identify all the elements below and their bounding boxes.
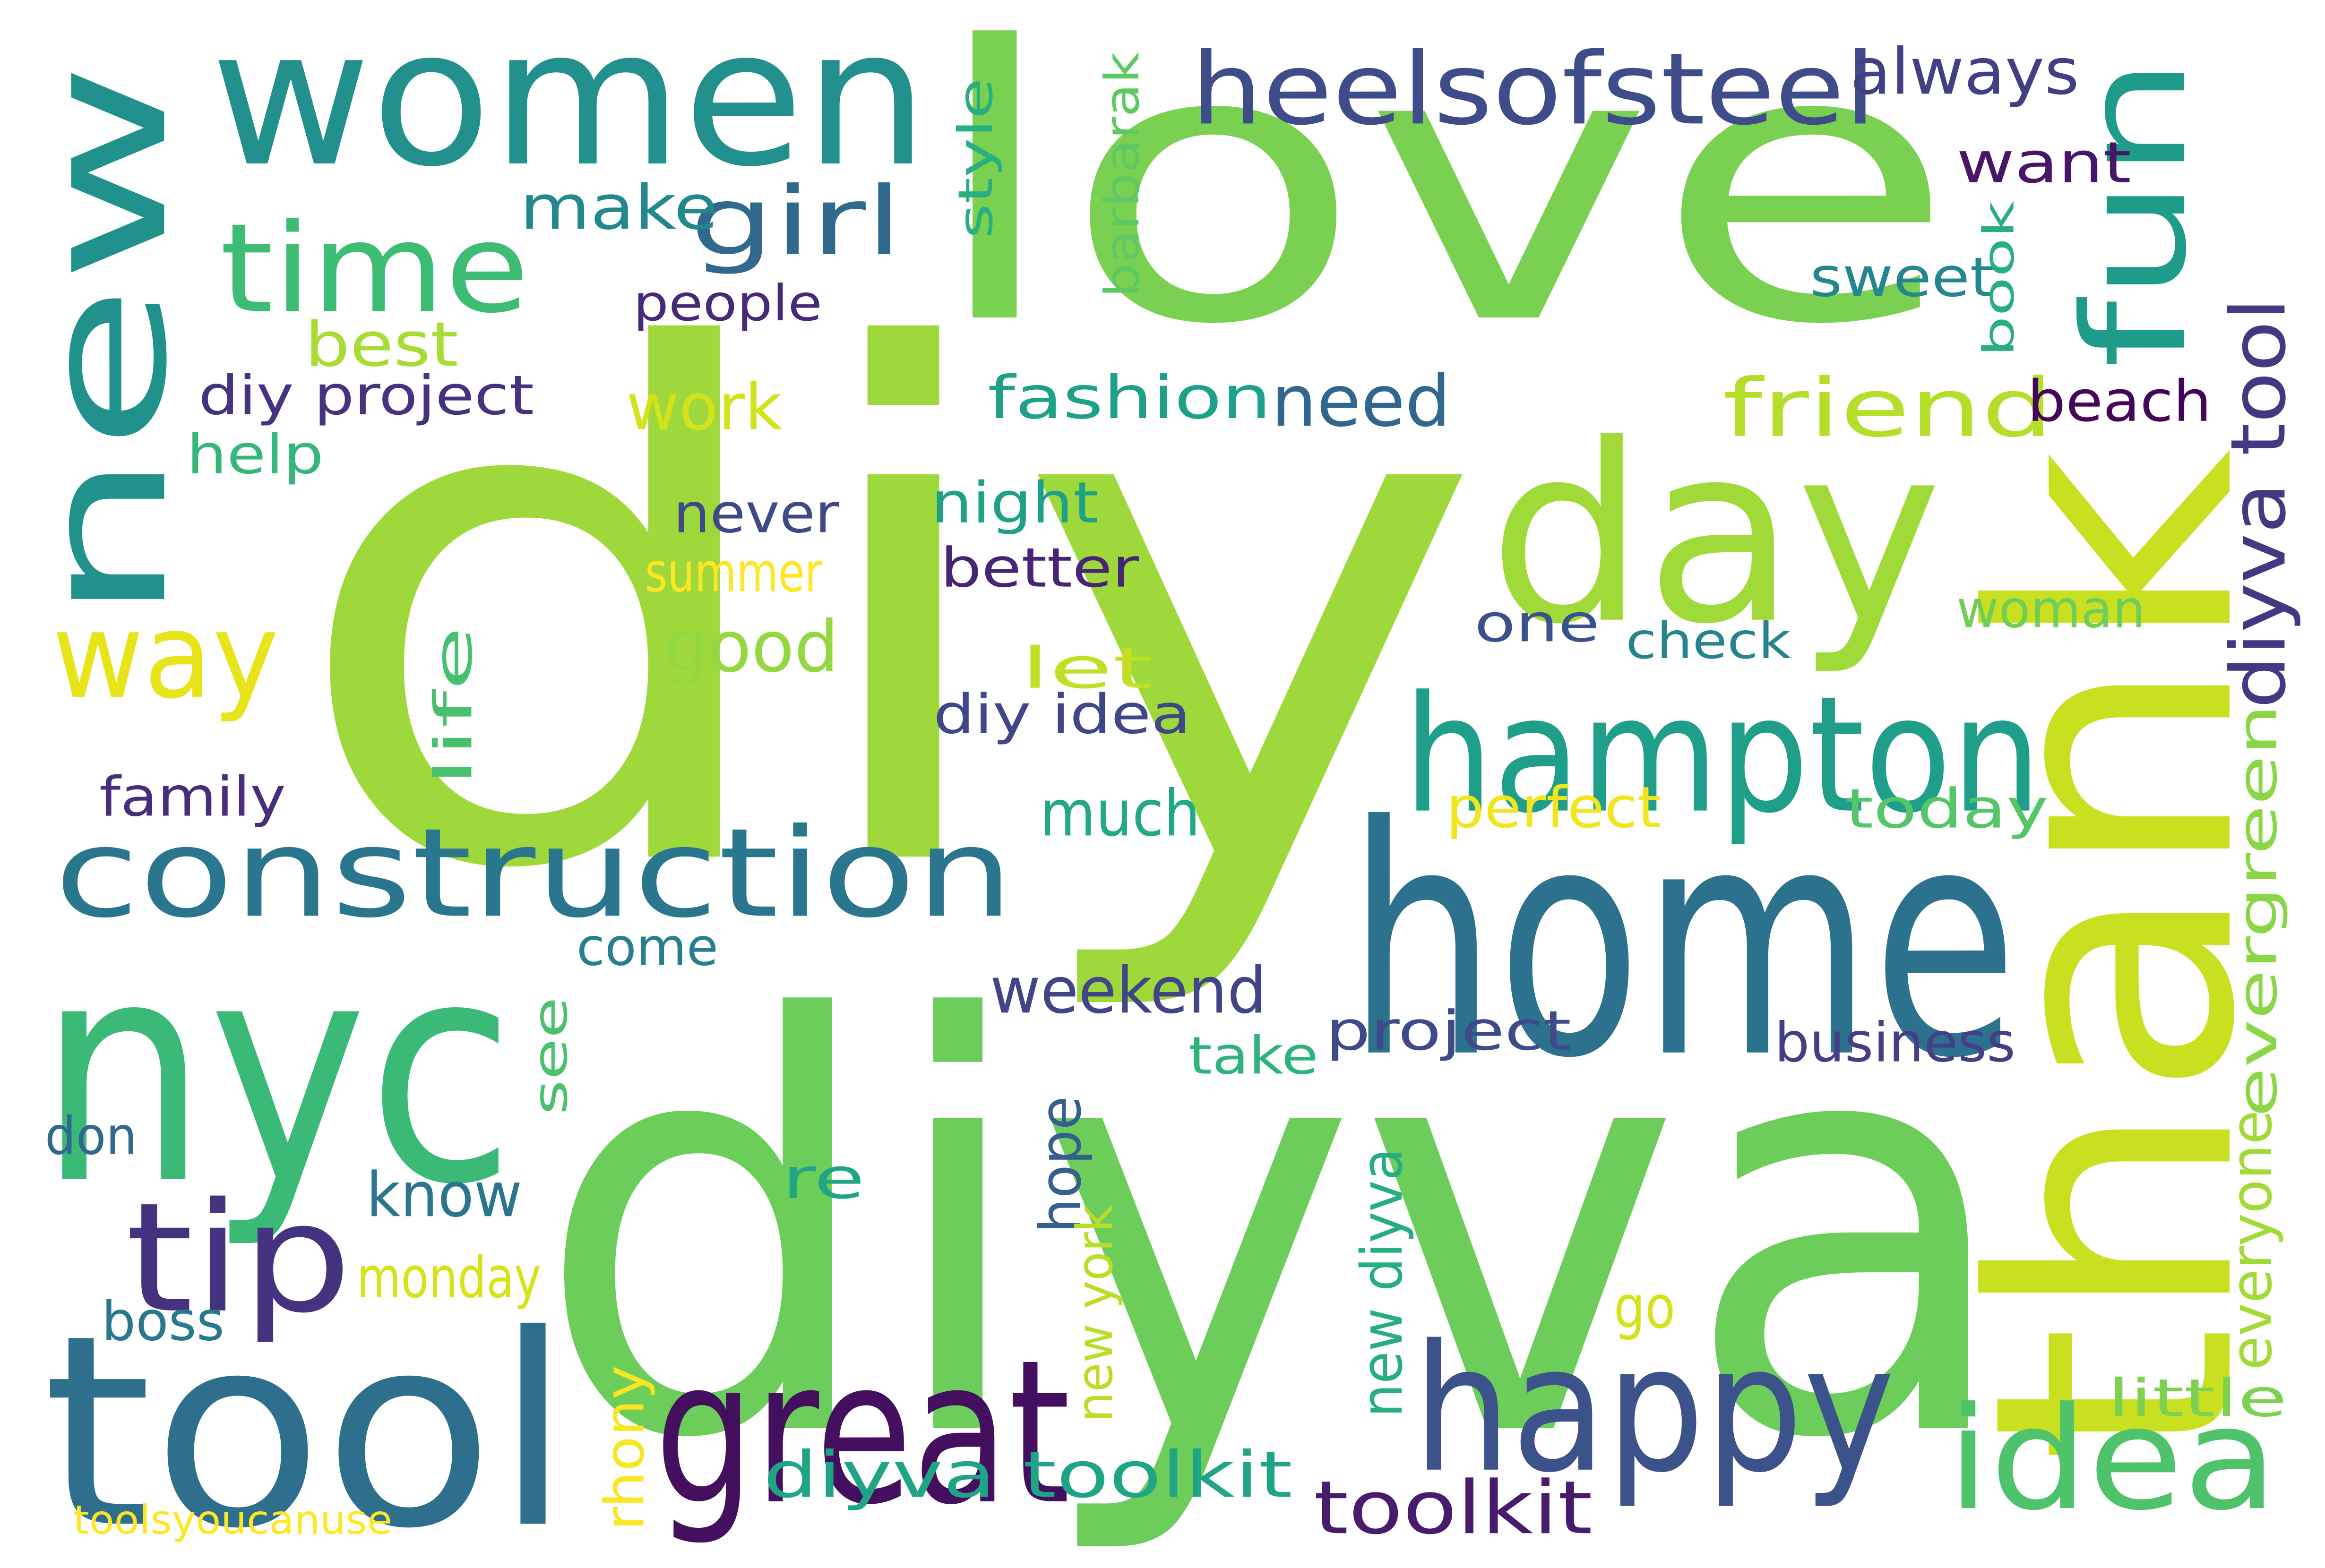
word-barbarak: barbarak	[1094, 51, 1150, 298]
word-idea: idea	[1947, 1376, 2278, 1542]
word-work: work	[626, 369, 782, 445]
word-much: much	[1040, 776, 1200, 851]
word-fun: fun	[2052, 57, 2218, 369]
word-diy-project: diy project	[198, 363, 534, 428]
word-heelsofsteel: heelsofsteel	[1191, 31, 1876, 147]
word-better: better	[940, 536, 1139, 600]
word-woman: woman	[1956, 579, 2145, 640]
word-hampton: hampton	[1404, 661, 2041, 849]
word-take: take	[1188, 1025, 1318, 1086]
word-new-diyva: new diyva	[1349, 1148, 1415, 1417]
word-book: book	[1973, 201, 2024, 357]
word-diyva-tool: diyva tool	[2214, 298, 2303, 709]
word-boss: boss	[102, 1289, 224, 1354]
word-diy: diy	[286, 206, 1486, 1025]
word-need: need	[1271, 360, 1451, 443]
word-perfect: perfect	[1446, 774, 1661, 841]
word-re: re	[782, 1145, 865, 1212]
word-love: love	[926, 0, 1956, 408]
word-diy-idea: diy idea	[933, 682, 1191, 746]
word-night: night	[931, 470, 1099, 536]
word-always: always	[1850, 34, 2079, 109]
word-tool: tool	[43, 1277, 572, 1568]
word-never: never	[673, 481, 839, 546]
word-summer: summer	[645, 540, 822, 605]
word-style: style	[948, 78, 1003, 239]
word-family: family	[99, 765, 286, 829]
word-women: women	[210, 0, 929, 209]
word-business: business	[1774, 1011, 2015, 1075]
word-fashion: fashion	[988, 363, 1271, 432]
word-let: let	[1021, 635, 1153, 702]
word-nyc: nyc	[38, 893, 515, 1253]
word-people: people	[633, 274, 822, 333]
word-help: help	[187, 422, 324, 487]
word-happy: happy	[1413, 1307, 1895, 1512]
word-construction: construction	[54, 801, 1014, 945]
word-way: way	[52, 587, 279, 725]
word-know: know	[366, 1159, 522, 1231]
word-don: don	[45, 1105, 137, 1166]
word-one: one	[1474, 593, 1600, 654]
word-time: time	[220, 197, 529, 341]
word-see: see	[523, 997, 578, 1115]
word-toolkit: toolkit	[1314, 1465, 1593, 1551]
word-want: want	[1956, 129, 2131, 196]
word-today: today	[1845, 777, 2049, 841]
word-everyone: everyone	[2218, 1110, 2285, 1370]
word-tip: tip	[125, 1170, 352, 1347]
word-good: good	[664, 605, 839, 688]
word-beach: beach	[2027, 368, 2212, 435]
word-sweet: sweet	[1810, 245, 1994, 309]
word-new: new	[6, 61, 205, 624]
word-life: life	[423, 626, 484, 787]
word-rhony: rhony	[593, 1365, 657, 1531]
word-new-york: new york	[1066, 1205, 1124, 1422]
word-toolsyoucanuse: toolsyoucanuse	[73, 1496, 392, 1543]
word-friend: friend	[1722, 361, 2053, 455]
word-diyva: diyva	[534, 901, 2018, 1564]
word-great: great	[654, 1317, 1070, 1549]
word-weekend: weekend	[990, 953, 1266, 1028]
word-little: little	[2108, 1368, 2287, 1429]
word-day: day	[1489, 391, 1942, 679]
word-check: check	[1626, 612, 1791, 670]
word-make: make	[520, 171, 718, 244]
word-come: come	[577, 917, 718, 977]
word-girl: girl	[690, 166, 903, 277]
word-project: project	[1326, 999, 1571, 1063]
word-go: go	[1614, 1272, 1675, 1342]
word-diyva-toolkit: diyva toolkit	[763, 1437, 1292, 1512]
word-monday: monday	[357, 1244, 541, 1311]
word-best: best	[305, 308, 458, 381]
word-home: home	[1347, 758, 2018, 1129]
word-evergreen: evergreen	[2225, 704, 2290, 1117]
